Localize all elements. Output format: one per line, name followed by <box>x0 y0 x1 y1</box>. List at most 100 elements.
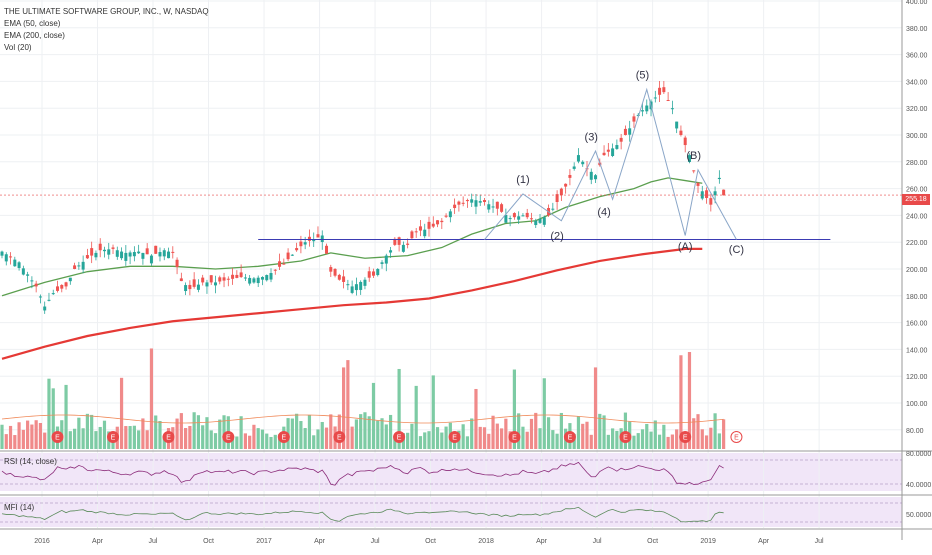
candle-body <box>286 252 290 260</box>
volume-bar <box>81 428 85 449</box>
ema200-legend[interactable]: EMA (200, close) <box>4 31 65 40</box>
candle-body <box>461 202 465 204</box>
volume-bar <box>611 428 615 449</box>
candle-body <box>504 214 508 223</box>
volume-bar <box>342 367 346 449</box>
earnings-marker-label: E <box>337 435 342 442</box>
earnings-marker-label: E <box>281 435 286 442</box>
candle-body <box>359 281 363 290</box>
symbol-title[interactable]: THE ULTIMATE SOFTWARE GROUP, INC., W, NA… <box>4 7 209 16</box>
ema50-legend[interactable]: EMA (50, close) <box>4 19 61 28</box>
time-tick-label: 2017 <box>256 538 272 545</box>
candle-body <box>568 174 572 178</box>
candle-body <box>303 242 307 245</box>
candle-body <box>192 279 196 287</box>
wave-label: (4) <box>597 206 610 218</box>
candle-body <box>525 212 529 218</box>
candle-body <box>444 215 448 217</box>
volume-bar <box>21 429 25 449</box>
volume-bar <box>13 435 17 449</box>
price-tick-label: 200.00 <box>906 267 928 274</box>
volume-bar <box>388 414 393 449</box>
volume-bar <box>359 414 363 449</box>
candle-body <box>491 206 495 208</box>
candle-body <box>51 293 55 295</box>
volume-bar <box>623 412 628 449</box>
volume-bar <box>444 426 448 449</box>
candle-body <box>102 249 106 252</box>
earnings-marker <box>563 431 576 443</box>
candle-body <box>431 223 435 227</box>
volume-legend[interactable]: Vol (20) <box>4 43 32 52</box>
price-tick-label: 400.00 <box>906 0 928 6</box>
candle-body <box>700 191 704 199</box>
candle-body <box>683 137 687 146</box>
volume-bar <box>192 412 196 449</box>
rsi-tick-label: 80.0000 <box>906 451 931 458</box>
candle-body <box>218 277 222 282</box>
volume-bar <box>636 433 640 449</box>
candle-body <box>312 239 316 242</box>
volume-bar <box>517 413 521 449</box>
volume-bar <box>679 355 683 449</box>
candle-body <box>602 152 606 156</box>
candle-body <box>722 189 726 196</box>
candle-body <box>448 211 452 218</box>
price-tick-label: 160.00 <box>906 321 928 328</box>
volume-bar <box>218 419 222 449</box>
volume-bar <box>602 415 606 449</box>
volume-bar <box>145 430 149 449</box>
volume-bar <box>277 434 282 449</box>
candle-body <box>4 254 8 262</box>
volume-bar <box>512 369 516 449</box>
volume-bar <box>312 435 316 449</box>
volume-bar <box>256 428 260 449</box>
price-tick-label: 100.00 <box>906 401 928 408</box>
wave-label: (3) <box>585 131 598 143</box>
candle-body <box>606 149 610 152</box>
time-tick-label: Jul <box>815 538 824 545</box>
price-tick-label: 240.00 <box>906 213 928 220</box>
volume-bar <box>491 415 495 449</box>
volume-bar <box>670 434 674 449</box>
volume-bar <box>470 418 474 449</box>
volume-bar <box>243 433 247 449</box>
volume-bar <box>8 425 13 449</box>
candle-body <box>320 235 324 242</box>
rsi-label[interactable]: RSI (14, close) <box>4 457 57 466</box>
candle-body <box>179 278 183 282</box>
candle-body <box>538 218 542 223</box>
candle-body <box>231 274 235 279</box>
volume-bar <box>615 430 619 449</box>
volume-bar <box>209 430 213 449</box>
candle-body <box>21 268 25 275</box>
candle-body <box>64 282 68 287</box>
volume-bar <box>141 418 145 449</box>
volume-bar <box>196 415 201 449</box>
volume-bar <box>696 414 700 449</box>
earnings-marker-label: E <box>452 435 457 442</box>
candle-body <box>282 263 286 265</box>
candle-body <box>350 286 354 293</box>
volume-bar <box>260 429 265 449</box>
candle-body <box>256 277 260 284</box>
time-tick-label: Jul <box>593 538 602 545</box>
candle-body <box>295 248 299 251</box>
candle-body <box>299 241 303 247</box>
volume-bar <box>324 427 329 449</box>
candle-body <box>354 284 358 291</box>
earnings-marker-label: E <box>734 435 739 442</box>
candle-body <box>705 190 709 198</box>
candle-body <box>436 220 440 225</box>
volume-bar <box>478 426 482 449</box>
candle-body <box>692 170 696 172</box>
earnings-marker <box>508 431 521 443</box>
candle-body <box>47 299 51 301</box>
wave-label: (5) <box>636 70 649 82</box>
volume-bar <box>295 413 299 449</box>
time-tick-label: Oct <box>425 538 436 545</box>
candle-body <box>542 217 546 225</box>
mfi-label[interactable]: MFI (14) <box>4 503 35 512</box>
candle-body <box>43 306 47 311</box>
